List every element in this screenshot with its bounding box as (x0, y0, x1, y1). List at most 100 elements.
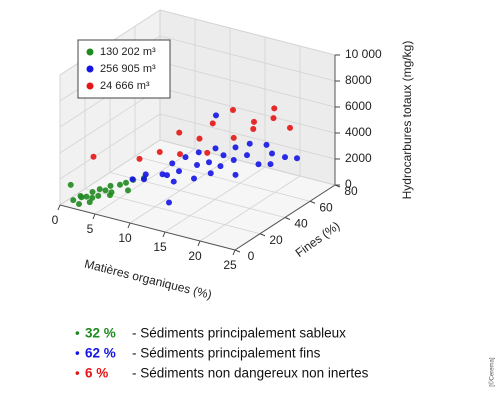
y-tick-label: 0 (248, 249, 255, 263)
axis-line (59, 204, 236, 251)
point (166, 199, 172, 206)
point (159, 171, 166, 178)
point (182, 154, 189, 161)
y-tick (309, 200, 316, 204)
point (169, 160, 176, 167)
point (209, 120, 216, 127)
point (96, 186, 103, 193)
y-tick-label: 80 (344, 184, 358, 198)
point (220, 152, 227, 159)
notes: • 32 % - Sédiments principalement sableux •… (75, 326, 369, 381)
note-share: 62 % (85, 346, 116, 361)
y-tick (259, 233, 266, 237)
z-tick-label: 0 (345, 177, 352, 191)
point (217, 163, 224, 170)
marks (67, 105, 300, 208)
point (206, 159, 212, 166)
point (76, 201, 82, 208)
point (176, 129, 183, 136)
point (270, 115, 277, 122)
grid-line (159, 35, 336, 82)
point (250, 125, 257, 132)
point (125, 187, 131, 194)
point (78, 194, 85, 201)
point (246, 140, 253, 147)
point (142, 171, 149, 178)
grid-line (84, 188, 261, 235)
x-axis-label: Matières organiques (%) (83, 257, 213, 302)
point (156, 148, 163, 155)
x-tick (197, 240, 201, 247)
point (177, 151, 183, 158)
x-tick (162, 231, 166, 238)
point (191, 175, 197, 182)
legend-marker (86, 48, 94, 56)
point (86, 199, 93, 206)
x-tick-label: 5 (87, 222, 94, 236)
point (204, 149, 211, 156)
note-text: - Sédiments principalement fins (132, 346, 321, 361)
point (263, 141, 270, 148)
grid-line (159, 87, 336, 134)
x-tick-label: 15 (153, 240, 167, 254)
point (207, 170, 214, 177)
point (232, 144, 239, 151)
point (287, 124, 293, 131)
point (213, 112, 219, 119)
point (244, 152, 250, 159)
x-tick (57, 204, 61, 211)
point (195, 149, 202, 156)
legend-label: 130 202 m³ (100, 46, 156, 58)
point (164, 172, 170, 179)
point (83, 193, 90, 200)
note-bullet: • (75, 346, 80, 361)
point (230, 134, 237, 141)
axis-line (234, 184, 336, 251)
z-tick-label: 8000 (345, 73, 372, 87)
point (282, 154, 288, 161)
grid-line (159, 61, 336, 108)
legend-label: 24 666 m³ (100, 80, 150, 92)
point (196, 135, 203, 142)
grid-line (159, 9, 336, 56)
point (230, 106, 236, 113)
note-bullet: • (75, 326, 80, 341)
point (255, 161, 262, 168)
point (90, 153, 97, 160)
note-text: - Sédiments non dangereux non inertes (132, 366, 369, 381)
point (269, 150, 275, 157)
x-tick (127, 222, 131, 229)
point (267, 161, 274, 168)
point (194, 162, 200, 168)
point (89, 188, 96, 195)
grid-line (159, 113, 336, 160)
point (123, 179, 129, 186)
point (102, 187, 109, 194)
legend-marker (86, 82, 94, 90)
point (70, 197, 77, 204)
grid-line (109, 172, 286, 218)
x-tick (92, 213, 96, 220)
point (117, 181, 123, 188)
legend-label: 256 905 m³ (100, 63, 156, 75)
note-share: 32 % (85, 326, 116, 341)
point (176, 168, 182, 175)
point (212, 145, 219, 152)
y-tick (234, 249, 241, 253)
y-tick-label: 60 (319, 200, 333, 214)
grid-line (159, 139, 336, 186)
note-text: - Sédiments principalement sableux (132, 326, 346, 341)
z-tick-label: 10 000 (345, 47, 382, 61)
point (271, 105, 278, 112)
point (294, 155, 300, 162)
point (230, 157, 237, 164)
grid-line (59, 113, 161, 180)
z-axis-label: Hydrocarbures totaux (mg/kg) (400, 41, 414, 200)
z-tick-label: 6000 (345, 99, 372, 113)
point (136, 155, 143, 162)
z-tick-label: 2000 (345, 151, 372, 165)
y-tick (284, 217, 291, 220)
legend-marker (86, 65, 94, 73)
point (251, 118, 257, 125)
